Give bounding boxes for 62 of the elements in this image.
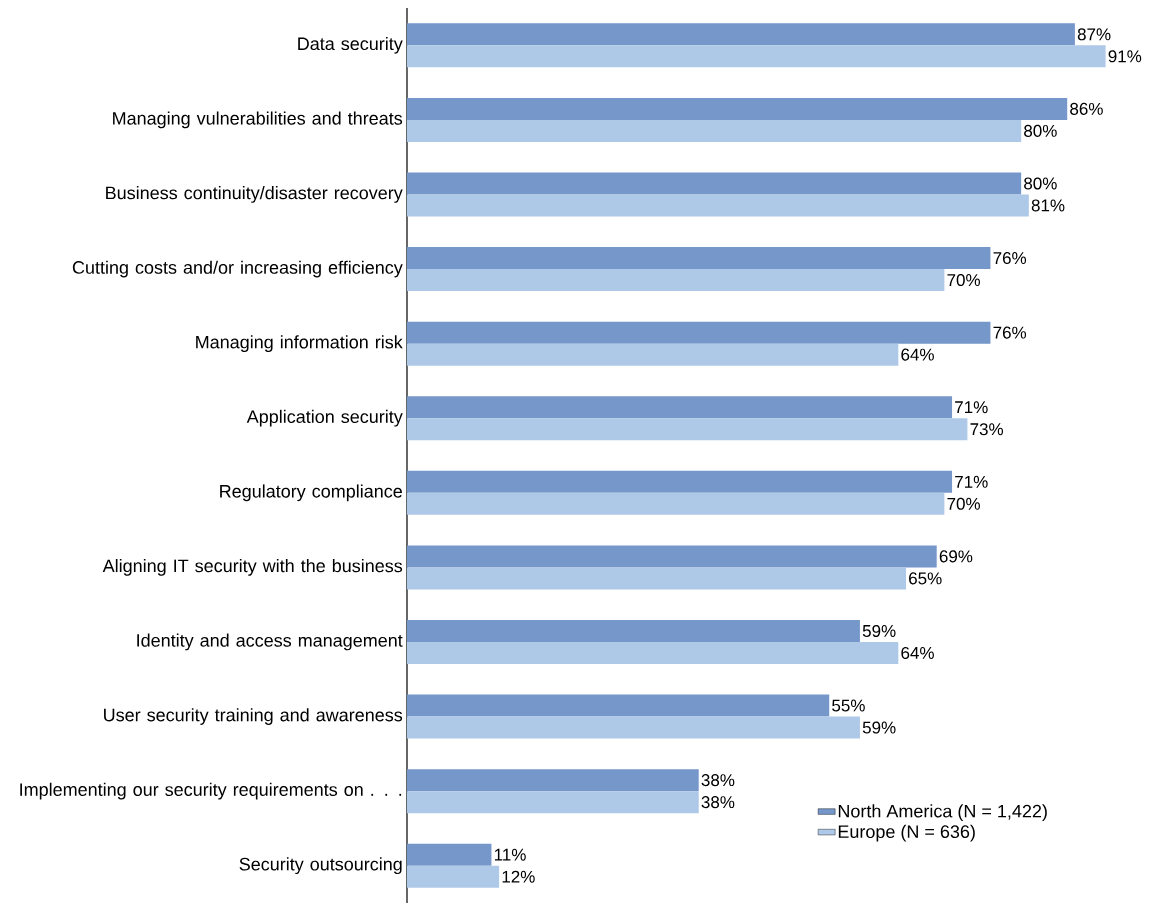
y-tick-label: Regulatory compliance [220, 484, 402, 502]
y-tick-label: Aligning IT security with the business [102, 558, 403, 576]
data-label: 76% [993, 326, 1027, 339]
bar [407, 619, 860, 642]
bar [407, 194, 1029, 217]
y-tick-label: Security outsourcing [239, 857, 402, 875]
bar [407, 492, 945, 515]
data-label: 91% [1108, 50, 1142, 63]
bar [407, 865, 500, 888]
bar [407, 343, 899, 366]
bar [407, 418, 968, 441]
data-label: 71% [955, 475, 988, 488]
y-tick-label: Application security [246, 409, 403, 427]
legend-label: Europe (N = 636) [838, 824, 975, 842]
data-label: 65% [909, 572, 942, 585]
bar [407, 119, 1022, 142]
bar [407, 45, 1106, 68]
data-label: 38% [701, 774, 735, 787]
bar [407, 641, 899, 664]
data-label: 81% [1031, 199, 1065, 212]
data-label: 86% [1070, 102, 1103, 115]
data-label: 76% [993, 252, 1027, 265]
data-label: 70% [947, 274, 980, 287]
data-label: 64% [901, 646, 934, 659]
bar [407, 791, 699, 814]
bar [407, 172, 1022, 195]
bar [407, 470, 953, 493]
data-label: 80% [1024, 124, 1057, 137]
data-label: 12% [502, 870, 535, 883]
data-label: 38% [701, 796, 735, 809]
y-tick-label: Cutting costs and/or increasing efficiency [72, 260, 403, 278]
data-label: 70% [947, 497, 980, 510]
bar [407, 567, 906, 590]
data-label: 64% [901, 348, 934, 361]
y-tick-label: Identity and access management [137, 633, 403, 651]
data-label: 71% [955, 401, 988, 414]
data-label: 73% [970, 423, 1004, 436]
y-tick-label: Business continuity/disaster recovery [106, 186, 403, 203]
bar [407, 97, 1068, 120]
y-tick-label: Managing vulnerabilities and threats [113, 111, 403, 129]
data-label: 80% [1024, 177, 1057, 190]
y-tick-label: Implementing our security requirements on . . . [20, 782, 402, 800]
data-label: 59% [862, 624, 896, 637]
data-label: 69% [939, 550, 973, 563]
bar [407, 269, 945, 292]
bar [407, 321, 991, 344]
bar [407, 247, 991, 270]
legend-label: North America (N = 1,422) [838, 804, 1047, 822]
bar [407, 694, 830, 717]
data-label: 59% [862, 721, 896, 734]
bar [407, 396, 953, 419]
y-tick-label: Managing information risk [196, 335, 403, 353]
data-label: 55% [832, 699, 865, 712]
data-label: 87% [1077, 28, 1111, 41]
bar [407, 545, 937, 568]
bar [407, 843, 492, 866]
data-label: 11% [494, 848, 526, 861]
bar [407, 23, 1075, 46]
y-tick-label: Data security [298, 36, 403, 54]
y-tick-label: User security training and awareness [104, 708, 403, 725]
bar [407, 769, 699, 792]
bar [407, 716, 860, 739]
